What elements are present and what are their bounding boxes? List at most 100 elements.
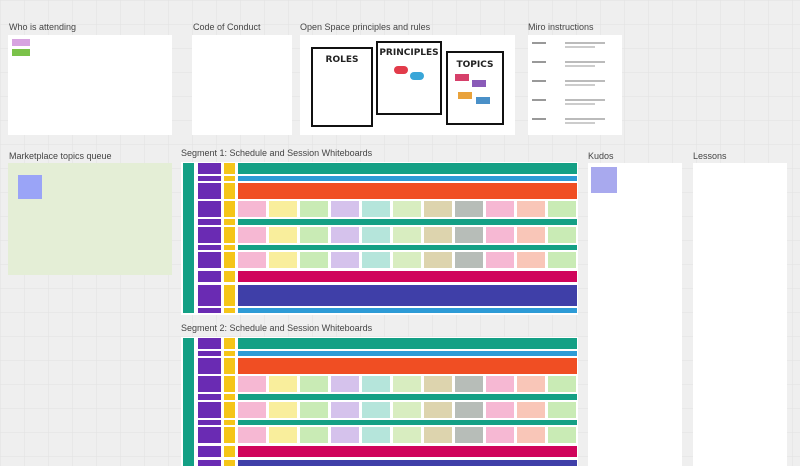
slot-label bbox=[198, 285, 221, 306]
session-board bbox=[455, 227, 483, 243]
session-board bbox=[393, 201, 421, 217]
session-board bbox=[300, 201, 328, 217]
slot-label bbox=[198, 460, 221, 466]
poster-title: TOPICS bbox=[457, 60, 494, 70]
frame-title[interactable]: Kudos bbox=[588, 151, 614, 161]
slot-label bbox=[198, 402, 221, 418]
session-board bbox=[455, 427, 483, 443]
schedule-bar bbox=[238, 338, 577, 349]
schedule-bar bbox=[238, 271, 577, 282]
slot-marker bbox=[224, 176, 235, 181]
schedule-bar bbox=[238, 351, 577, 356]
session-board bbox=[300, 227, 328, 243]
session-board bbox=[548, 252, 576, 268]
sticker bbox=[12, 39, 30, 46]
slot-marker bbox=[224, 338, 235, 349]
session-board bbox=[517, 376, 545, 392]
frame-title[interactable]: Code of Conduct bbox=[193, 22, 261, 32]
slot-marker bbox=[224, 460, 235, 466]
slot-label bbox=[198, 176, 221, 181]
session-board bbox=[424, 252, 452, 268]
slot-marker bbox=[224, 358, 235, 374]
session-board bbox=[238, 376, 266, 392]
frame[interactable] bbox=[588, 163, 682, 466]
session-board bbox=[517, 402, 545, 418]
session-board bbox=[362, 252, 390, 268]
session-board bbox=[362, 376, 390, 392]
instruction-line bbox=[565, 99, 605, 101]
session-board bbox=[486, 402, 514, 418]
slot-label bbox=[198, 420, 221, 425]
session-board bbox=[238, 227, 266, 243]
instruction-line bbox=[565, 46, 595, 48]
time-column bbox=[183, 163, 194, 313]
schedule-bar bbox=[238, 394, 577, 400]
session-board bbox=[331, 402, 359, 418]
session-board bbox=[486, 227, 514, 243]
session-board bbox=[331, 376, 359, 392]
poster bbox=[376, 41, 442, 115]
session-board bbox=[548, 227, 576, 243]
session-board bbox=[362, 227, 390, 243]
session-board bbox=[424, 427, 452, 443]
instruction-line bbox=[565, 65, 595, 67]
instruction-line bbox=[565, 103, 595, 105]
schedule-bar bbox=[238, 308, 577, 313]
session-board bbox=[486, 252, 514, 268]
session-board bbox=[548, 427, 576, 443]
schedule-bar bbox=[238, 163, 577, 174]
session-board bbox=[238, 201, 266, 217]
frame[interactable] bbox=[192, 35, 292, 135]
frame-title[interactable]: Segment 2: Schedule and Session Whiteboa… bbox=[181, 323, 373, 333]
instruction-line bbox=[532, 99, 546, 101]
frame-title[interactable]: Open Space principles and rules bbox=[300, 22, 431, 32]
sticky-note[interactable] bbox=[18, 175, 42, 199]
instruction-line bbox=[565, 61, 605, 63]
session-board bbox=[269, 227, 297, 243]
sticky-note[interactable] bbox=[591, 167, 617, 193]
session-board bbox=[393, 376, 421, 392]
poster bbox=[311, 47, 373, 127]
slot-label bbox=[198, 351, 221, 356]
frame-title[interactable]: Lessons bbox=[693, 151, 727, 161]
schedule-bar bbox=[238, 176, 577, 181]
session-board bbox=[455, 402, 483, 418]
session-board bbox=[455, 376, 483, 392]
instruction-line bbox=[532, 118, 546, 120]
session-board bbox=[331, 252, 359, 268]
slot-label bbox=[198, 394, 221, 400]
slot-label bbox=[198, 358, 221, 374]
frame-title[interactable]: Segment 1: Schedule and Session Whiteboa… bbox=[181, 148, 373, 158]
frame[interactable] bbox=[8, 35, 172, 135]
slot-label bbox=[198, 201, 221, 217]
slot-marker bbox=[224, 420, 235, 425]
session-board bbox=[269, 402, 297, 418]
slot-marker bbox=[224, 245, 235, 250]
frame-title[interactable]: Who is attending bbox=[9, 22, 76, 32]
slot-marker bbox=[224, 163, 235, 174]
frame[interactable] bbox=[693, 163, 787, 466]
slot-marker bbox=[224, 351, 235, 356]
schedule-bar bbox=[238, 285, 577, 306]
instruction-line bbox=[532, 61, 546, 63]
slot-marker bbox=[224, 183, 235, 199]
session-board bbox=[362, 427, 390, 443]
instruction-line bbox=[565, 80, 605, 82]
slot-label bbox=[198, 227, 221, 243]
session-board bbox=[517, 227, 545, 243]
session-board bbox=[548, 376, 576, 392]
slot-marker bbox=[224, 446, 235, 457]
session-board bbox=[238, 427, 266, 443]
session-board bbox=[393, 227, 421, 243]
frame-title[interactable]: Marketplace topics queue bbox=[9, 151, 112, 161]
schedule-bar bbox=[238, 460, 577, 466]
frame-title[interactable]: Miro instructions bbox=[528, 22, 594, 32]
slot-label bbox=[198, 219, 221, 225]
instruction-line bbox=[565, 84, 595, 86]
slot-label bbox=[198, 183, 221, 199]
session-board bbox=[517, 427, 545, 443]
schedule-bar bbox=[238, 358, 577, 374]
instruction-line bbox=[532, 80, 546, 82]
session-board bbox=[300, 376, 328, 392]
